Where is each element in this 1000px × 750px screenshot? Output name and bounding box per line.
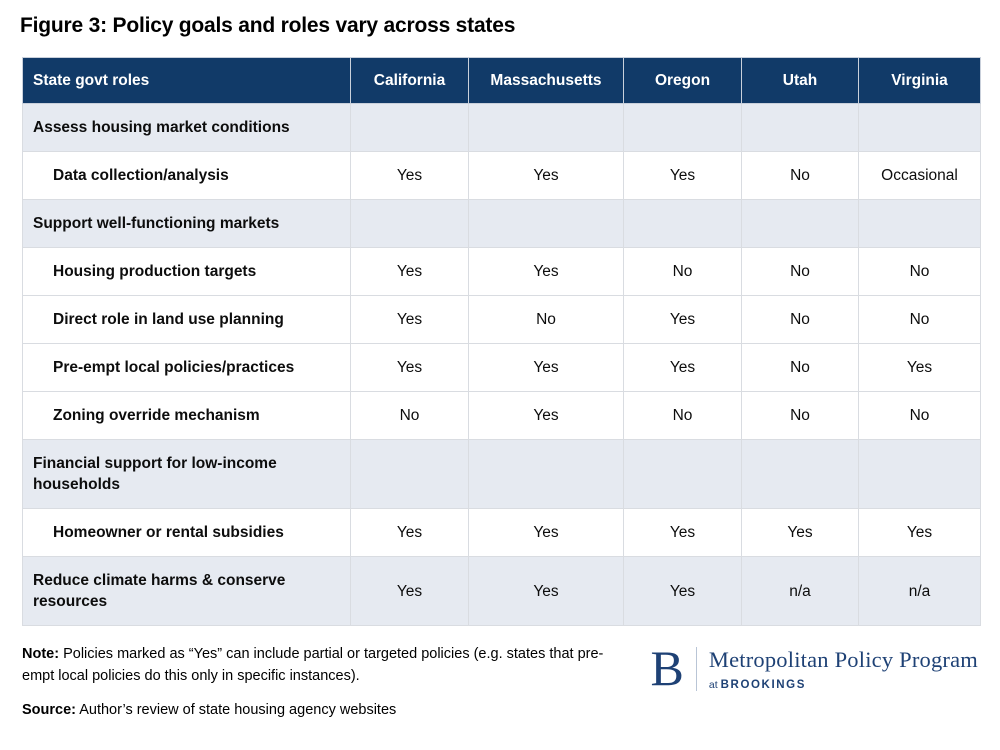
row-value [623, 439, 742, 509]
table-row: Pre-empt local policies/practices Yes Yes Y… [22, 343, 981, 392]
row-value: No [623, 391, 742, 440]
logo-program-name: Metropolitan Policy Program [708, 647, 978, 672]
row-value: Yes [623, 556, 742, 626]
figure-page: Figure 3: Policy goals and roles vary ac… [20, 14, 981, 721]
table-header-row: State govt roles California Massachusett… [22, 57, 981, 104]
row-value: Yes [623, 343, 742, 392]
row-value: No [741, 151, 859, 200]
row-value: n/a [858, 556, 981, 626]
logo-text: Metropolitan Policy Program at BROOKINGS [709, 646, 978, 693]
row-value [623, 103, 742, 152]
column-header-california: California [350, 57, 469, 104]
row-value [858, 199, 981, 248]
row-value: n/a [741, 556, 859, 626]
row-value: No [741, 295, 859, 344]
row-value [468, 199, 624, 248]
source-text: Author’s review of state housing agency … [76, 701, 397, 718]
row-value: Yes [623, 295, 742, 344]
source-label: Source: [22, 701, 76, 718]
row-value: Yes [468, 508, 624, 557]
logo-divider [695, 647, 697, 691]
logo-brookings-line: at BROOKINGS [709, 675, 978, 693]
row-value: Occasional [858, 151, 981, 200]
row-label: Zoning override mechanism [22, 391, 351, 440]
row-value: Yes [468, 151, 624, 200]
row-value: Yes [623, 508, 742, 557]
row-label: Data collection/analysis [22, 151, 351, 200]
table-row: Support well-functioning markets [22, 199, 981, 248]
row-value [350, 439, 469, 509]
column-header-oregon: Oregon [623, 57, 742, 104]
table-row: Assess housing market conditions [22, 103, 981, 152]
row-value [350, 199, 469, 248]
row-value: No [741, 247, 859, 296]
row-value [858, 103, 981, 152]
row-label: Homeowner or rental subsidies [22, 508, 351, 557]
note-text: Policies marked as “Yes” can include par… [22, 646, 604, 684]
row-value: Yes [350, 556, 469, 626]
figure-footer: Note: Policies marked as “Yes” can inclu… [22, 640, 980, 721]
note-line: Note: Policies marked as “Yes” can inclu… [22, 644, 634, 688]
column-header-virginia: Virginia [858, 57, 981, 104]
row-value: No [858, 391, 981, 440]
note-label: Note: [22, 646, 60, 662]
brookings-b-letter: B [650, 640, 684, 696]
row-value [468, 439, 624, 509]
row-value: Yes [350, 247, 469, 296]
row-value: Yes [741, 508, 859, 557]
table-row: Reduce climate harms & conserve resource… [22, 556, 981, 626]
table-row: Housing production targets Yes Yes No No No [22, 247, 981, 296]
row-label: Financial support for low-income househo… [22, 439, 351, 509]
table-row: Data collection/analysis Yes Yes Yes No Occas… [22, 151, 981, 200]
row-value: No [623, 247, 742, 296]
source-line: Source: Author’s review of state housing… [22, 700, 634, 722]
row-value: No [858, 247, 981, 296]
row-value: Yes [350, 343, 469, 392]
row-value [468, 103, 624, 152]
row-label: Reduce climate harms & conserve resource… [22, 556, 351, 626]
policy-roles-table: State govt roles California Massachusett… [22, 57, 981, 626]
row-label: Direct role in land use planning [22, 295, 351, 344]
row-value [741, 199, 859, 248]
logo-at: at [708, 679, 718, 691]
logo-brookings: BROOKINGS [720, 679, 806, 691]
row-value [741, 439, 859, 509]
row-value: No [468, 295, 624, 344]
row-value: No [741, 391, 859, 440]
row-value [350, 103, 469, 152]
row-value: Yes [350, 508, 469, 557]
row-label: Pre-empt local policies/practices [22, 343, 351, 392]
row-value [741, 103, 859, 152]
table-body: Assess housing market conditions Data col… [22, 103, 981, 626]
row-value: Yes [468, 391, 624, 440]
row-value: Yes [468, 247, 624, 296]
row-value [858, 439, 981, 509]
table-row: Direct role in land use planning Yes No Yes… [22, 295, 981, 344]
row-label: Assess housing market conditions [22, 103, 351, 152]
row-label: Support well-functioning markets [22, 199, 351, 248]
table-row: Homeowner or rental subsidies Yes Yes Yes Ye… [22, 508, 981, 557]
row-value: No [350, 391, 469, 440]
column-header-massachusetts: Massachusetts [468, 57, 624, 104]
table-row: Zoning override mechanism No Yes No No No [22, 391, 981, 440]
brookings-logo: B Metropolitan Policy Program at BROOKING… [650, 640, 980, 696]
row-value: Yes [468, 556, 624, 626]
row-value: Yes [468, 343, 624, 392]
row-value: Yes [858, 343, 981, 392]
row-value: Yes [623, 151, 742, 200]
table-row: Financial support for low-income househo… [22, 439, 981, 509]
page-title: Figure 3: Policy goals and roles vary ac… [20, 14, 516, 37]
figure-notes: Note: Policies marked as “Yes” can inclu… [22, 644, 634, 721]
row-value: No [858, 295, 981, 344]
column-header-roles: State govt roles [22, 57, 351, 104]
row-value [623, 199, 742, 248]
column-header-utah: Utah [741, 57, 859, 104]
row-value: Yes [858, 508, 981, 557]
row-label: Housing production targets [22, 247, 351, 296]
row-value: Yes [350, 295, 469, 344]
row-value: Yes [350, 151, 469, 200]
row-value: No [741, 343, 859, 392]
